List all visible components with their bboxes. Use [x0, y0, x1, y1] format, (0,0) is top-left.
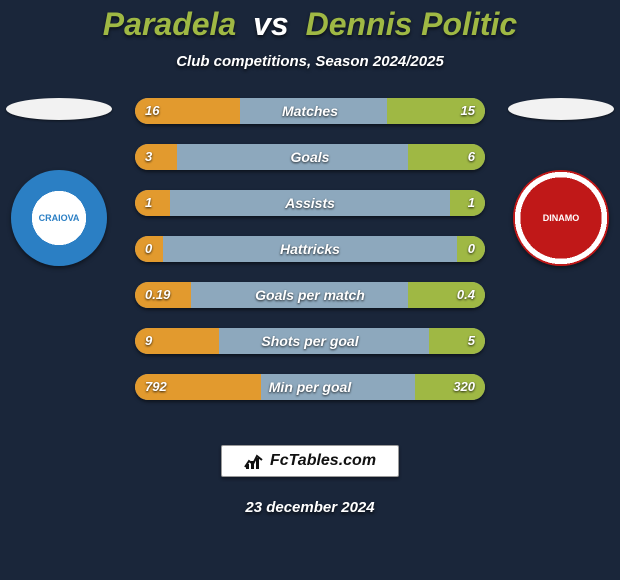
brand-badge: FcTables.com	[221, 445, 399, 477]
left-crest-label: CRAIOVA	[39, 213, 80, 223]
flag-ellipse-right	[508, 98, 614, 120]
stat-right-value: 1	[458, 190, 485, 216]
left-team-crest: CRAIOVA	[11, 170, 107, 266]
stat-row: 0.190.4Goals per match	[135, 282, 485, 308]
stat-row: 1615Matches	[135, 98, 485, 124]
page-title: Paradela vs Dennis Politic	[0, 0, 620, 43]
stat-right-value: 6	[458, 144, 485, 170]
stat-left-value: 3	[135, 144, 162, 170]
footer-date: 23 december 2024	[245, 499, 374, 516]
right-team-crest: DINAMO	[513, 170, 609, 266]
subtitle: Club competitions, Season 2024/2025	[0, 53, 620, 70]
stat-left-value: 0	[135, 236, 162, 262]
comparison-infographic: Paradela vs Dennis Politic Club competit…	[0, 0, 620, 580]
stat-row: 95Shots per goal	[135, 328, 485, 354]
stat-row: 792320Min per goal	[135, 374, 485, 400]
stat-right-value: 0	[458, 236, 485, 262]
stat-right-value: 320	[443, 374, 485, 400]
stat-left-value: 16	[135, 98, 169, 124]
player1-name: Paradela	[103, 6, 236, 42]
chart-icon	[244, 452, 264, 470]
stat-row: 11Assists	[135, 190, 485, 216]
stat-left-value: 0.19	[135, 282, 180, 308]
stat-row: 00Hattricks	[135, 236, 485, 262]
stats-area: CRAIOVA DINAMO 1615Matches36Goals11Assis…	[0, 98, 620, 428]
vs-label: vs	[253, 6, 289, 42]
stat-bg	[135, 190, 485, 216]
stat-left-value: 9	[135, 328, 162, 354]
brand-text: FcTables.com	[270, 452, 376, 470]
footer: FcTables.com 23 december 2024	[0, 445, 620, 516]
stat-bars: 1615Matches36Goals11Assists00Hattricks0.…	[135, 98, 485, 400]
stat-row: 36Goals	[135, 144, 485, 170]
player2-name: Dennis Politic	[306, 6, 518, 42]
flag-ellipse-left	[6, 98, 112, 120]
stat-right-value: 15	[451, 98, 485, 124]
stat-left-value: 1	[135, 190, 162, 216]
stat-left-value: 792	[135, 374, 177, 400]
stat-right-value: 0.4	[447, 282, 485, 308]
right-crest-label: DINAMO	[543, 213, 580, 223]
right-team-col: DINAMO	[506, 98, 616, 266]
left-team-col: CRAIOVA	[4, 98, 114, 266]
stat-right-value: 5	[458, 328, 485, 354]
stat-bg	[135, 236, 485, 262]
